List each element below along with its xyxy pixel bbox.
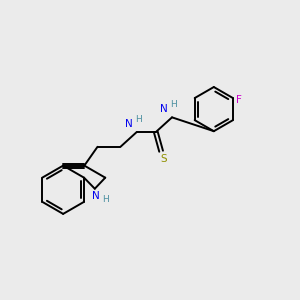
Text: H: H [170, 100, 177, 109]
Text: H: H [102, 195, 109, 204]
Text: N: N [160, 104, 168, 114]
Text: H: H [135, 115, 142, 124]
Text: F: F [236, 94, 242, 104]
Text: N: N [124, 119, 132, 129]
Text: S: S [160, 154, 167, 164]
Text: N: N [92, 191, 100, 201]
